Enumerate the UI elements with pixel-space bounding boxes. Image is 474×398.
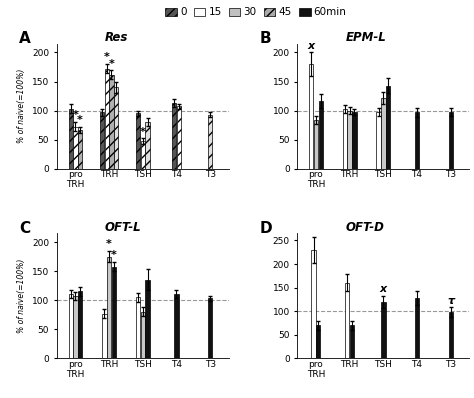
Bar	[105, 69, 109, 168]
Bar	[69, 295, 73, 358]
Bar	[141, 141, 145, 168]
Bar	[350, 325, 354, 358]
Bar	[69, 109, 73, 168]
Text: B: B	[260, 31, 271, 46]
Bar	[172, 103, 176, 168]
Bar	[208, 298, 212, 358]
Bar	[141, 312, 145, 358]
Text: x: x	[308, 41, 315, 51]
Bar	[381, 302, 385, 358]
Text: τ: τ	[447, 296, 454, 306]
Text: *: *	[77, 115, 83, 125]
Text: OFT-D: OFT-D	[346, 221, 384, 234]
Text: A: A	[19, 31, 31, 46]
Bar	[107, 257, 111, 358]
Text: C: C	[19, 221, 30, 236]
Bar	[78, 130, 82, 168]
Bar	[208, 115, 212, 168]
Bar	[345, 283, 349, 358]
Text: Res: Res	[105, 31, 128, 44]
Bar	[112, 267, 116, 358]
Bar	[448, 112, 453, 168]
Bar	[386, 86, 390, 168]
Bar	[78, 291, 82, 358]
Bar	[314, 120, 318, 168]
Bar	[114, 87, 118, 168]
Text: *: *	[73, 110, 78, 120]
Bar	[415, 298, 419, 358]
Text: OFT-L: OFT-L	[105, 221, 142, 234]
Bar	[146, 280, 150, 358]
Bar	[73, 127, 78, 168]
Text: *: *	[111, 250, 117, 260]
Bar	[174, 295, 179, 358]
Bar	[73, 296, 78, 358]
Bar	[109, 74, 114, 168]
Bar	[311, 250, 316, 358]
Bar	[448, 312, 453, 358]
Bar	[415, 112, 419, 168]
Text: *: *	[109, 59, 114, 69]
Bar	[319, 101, 323, 168]
Bar	[136, 113, 140, 168]
Text: *: *	[104, 53, 109, 62]
Bar	[136, 297, 140, 358]
Text: *: *	[140, 127, 146, 137]
Text: D: D	[260, 221, 272, 236]
Text: x: x	[380, 284, 387, 294]
Bar	[102, 314, 107, 358]
Bar	[309, 64, 313, 168]
Bar	[343, 109, 347, 168]
Text: EPM-L: EPM-L	[346, 31, 386, 44]
Bar	[177, 106, 181, 168]
Y-axis label: % of naive(=100%): % of naive(=100%)	[18, 69, 27, 143]
Bar	[381, 98, 385, 168]
Text: *: *	[106, 239, 112, 249]
Bar	[100, 112, 104, 168]
Bar	[316, 325, 320, 358]
Bar	[347, 111, 352, 168]
Bar	[352, 112, 356, 168]
Legend: 0, 15, 30, 45, 60min: 0, 15, 30, 45, 60min	[164, 5, 348, 20]
Bar	[376, 112, 381, 168]
Y-axis label: % of naive(=100%): % of naive(=100%)	[18, 259, 27, 333]
Bar	[146, 122, 150, 168]
